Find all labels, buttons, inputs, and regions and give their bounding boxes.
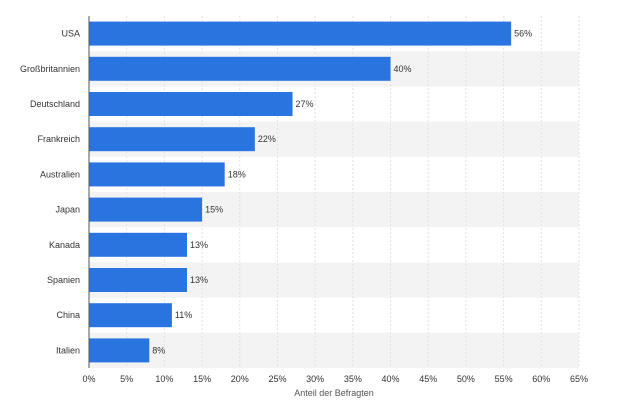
bar-value-label: 13% [190,275,208,285]
bar[interactable] [89,92,293,116]
x-tick-label: 0% [82,374,95,384]
x-tick-label: 50% [457,374,475,384]
bars [89,21,512,363]
bar-value-label: 8% [152,345,165,355]
row-band [89,332,579,368]
category-label: Spanien [47,275,80,285]
gridlines [126,16,580,368]
x-tick-label: 60% [532,374,550,384]
category-label: Australien [40,169,80,179]
category-label: Japan [55,205,80,215]
bar-value-label: 22% [258,134,276,144]
x-tick-label: 20% [231,374,249,384]
category-label: Großbritannien [20,64,80,74]
category-label: Frankreich [37,134,80,144]
x-tick-label: 40% [382,374,400,384]
bar[interactable] [89,303,172,328]
x-tick-label: 45% [419,374,437,384]
category-label: Deutschland [30,99,80,109]
bar[interactable] [89,127,255,152]
bar[interactable] [89,338,150,363]
row-bands [89,51,579,368]
bar-value-label: 13% [190,240,208,250]
bar-value-label: 40% [394,64,412,74]
x-axis-label: Anteil der Befragten [294,388,374,398]
x-tick-label: 10% [155,374,173,384]
bar-value-label: 11% [175,310,192,320]
x-tick-label: 55% [495,374,513,384]
x-tick-label: 35% [344,374,362,384]
x-tick-label: 5% [120,374,133,384]
category-label: Italien [56,345,80,355]
bar[interactable] [89,268,187,292]
x-tick-label: 65% [570,374,588,384]
bar[interactable] [89,197,203,222]
bar-value-label: 27% [296,99,314,109]
x-tick-label: 30% [306,374,324,384]
labels: 56% USA 40% Großbritannien 27% Deutschland 22%… [20,29,588,384]
bar-value-label: 56% [514,29,532,39]
category-label: China [56,310,80,320]
bar-value-label: 18% [228,169,246,179]
bar[interactable] [89,232,187,257]
x-tick-label: 15% [193,374,211,384]
bar[interactable] [89,56,391,81]
category-label: Kanada [49,240,80,250]
category-label: USA [61,29,80,39]
x-tick-label: 25% [268,374,286,384]
bar[interactable] [89,162,225,187]
bar-value-label: 15% [205,205,223,215]
bar[interactable] [89,21,512,46]
